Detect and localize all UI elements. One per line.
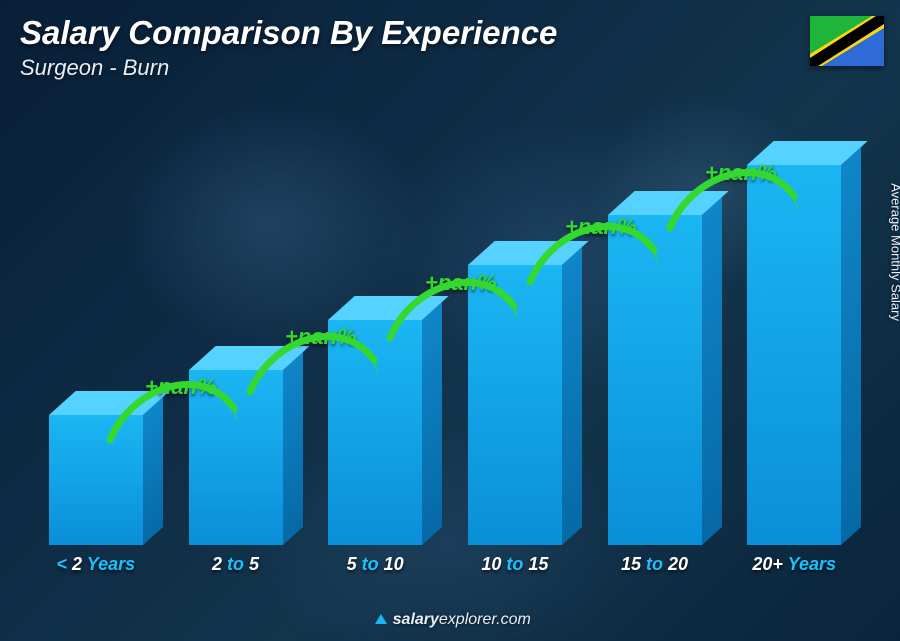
pct-increase-label: +nan%: [285, 324, 357, 350]
bar: [328, 320, 422, 545]
chart-card: Salary Comparison By Experience Surgeon …: [0, 0, 900, 641]
x-axis-label: 2 to 5: [176, 554, 296, 575]
bar: [49, 415, 143, 545]
footer-prefix: salary: [393, 611, 439, 628]
bar-column: 0 TZS: [595, 190, 715, 545]
bar-chart: 0 TZS0 TZS0 TZS0 TZS0 TZS0 TZS < 2 Years…: [30, 120, 860, 575]
pct-increase-label: +nan%: [425, 270, 497, 296]
bar: [608, 215, 702, 545]
y-axis-label: Average Monthly Salary: [889, 183, 900, 321]
x-axis-label: 5 to 10: [315, 554, 435, 575]
x-axis-label: 20+ Years: [734, 554, 854, 575]
x-axis-label: 15 to 20: [595, 554, 715, 575]
bar-column: 0 TZS: [36, 390, 156, 545]
bar-column: 0 TZS: [734, 140, 854, 545]
x-axis-label: < 2 Years: [36, 554, 156, 575]
footer-suffix: explorer: [439, 611, 496, 628]
triangle-icon: [375, 614, 387, 624]
chart-subtitle: Surgeon - Burn: [20, 55, 169, 81]
flag-icon: [810, 16, 884, 66]
pct-increase-label: +nan%: [705, 160, 777, 186]
footer-attribution: salaryexplorer.com: [0, 611, 900, 629]
bar: [468, 265, 562, 545]
pct-increase-label: +nan%: [145, 374, 217, 400]
pct-increase-label: +nan%: [565, 214, 637, 240]
chart-title: Salary Comparison By Experience: [20, 14, 557, 52]
bar: [747, 165, 841, 545]
x-axis-label: 10 to 15: [455, 554, 575, 575]
